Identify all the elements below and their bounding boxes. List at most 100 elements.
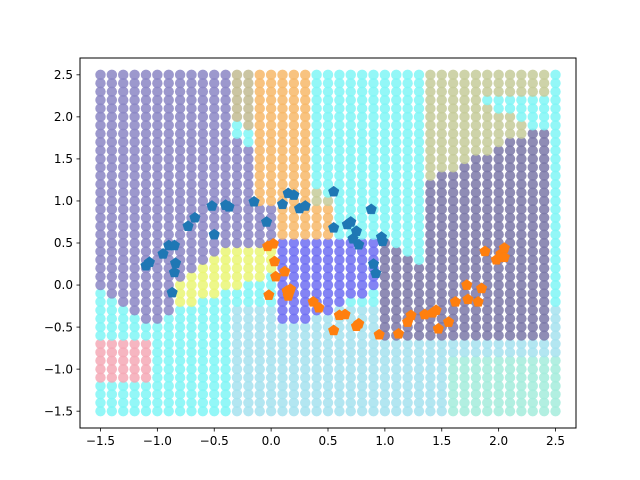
mesh-cell bbox=[243, 86, 254, 97]
mesh-cell bbox=[197, 136, 209, 148]
mesh-cell bbox=[311, 321, 322, 333]
mesh-cell bbox=[95, 347, 106, 358]
mesh-cell bbox=[277, 136, 288, 148]
mesh-cell bbox=[220, 128, 231, 139]
mesh-cell bbox=[277, 78, 288, 89]
mesh-cell bbox=[288, 111, 300, 123]
mesh-cell bbox=[527, 94, 538, 106]
mesh-cell bbox=[459, 271, 470, 282]
mesh-cell bbox=[322, 271, 334, 282]
mesh-cell bbox=[254, 103, 265, 114]
x-axis: −1.5 −1.0 −0.5 0.0 0.5 1.0 1.5 2.0 2.5 bbox=[86, 428, 565, 448]
mesh-cell bbox=[265, 389, 277, 400]
mesh-cell bbox=[265, 195, 277, 207]
mesh-cell bbox=[197, 220, 209, 232]
mesh-cell bbox=[493, 195, 504, 207]
mesh-cell bbox=[140, 405, 152, 417]
mesh-cell bbox=[152, 78, 163, 89]
mesh-cell bbox=[447, 237, 459, 249]
mesh-cell bbox=[550, 246, 561, 257]
mesh-cell bbox=[550, 120, 561, 131]
mesh-cell bbox=[243, 363, 254, 375]
data-point-series-2 bbox=[328, 324, 340, 336]
mesh-cell bbox=[550, 103, 561, 114]
mesh-cell bbox=[163, 128, 174, 139]
mesh-cell bbox=[447, 145, 459, 156]
mesh-cell bbox=[174, 120, 186, 131]
mesh-cell bbox=[447, 246, 459, 257]
mesh-cell bbox=[95, 321, 106, 333]
mesh-cell bbox=[482, 162, 493, 173]
mesh-cell bbox=[527, 128, 538, 139]
mesh-cell bbox=[186, 153, 197, 165]
mesh-cell bbox=[459, 330, 470, 341]
mesh-cell bbox=[163, 187, 174, 198]
mesh-cell bbox=[197, 271, 209, 282]
mesh-cell bbox=[504, 94, 516, 106]
mesh-cell bbox=[334, 271, 345, 282]
mesh-cell bbox=[493, 347, 504, 358]
mesh-cell bbox=[493, 397, 504, 408]
mesh-cell bbox=[129, 347, 140, 358]
mesh-cell bbox=[550, 355, 561, 366]
mesh-cell bbox=[265, 103, 277, 114]
mesh-cell bbox=[425, 94, 436, 106]
mesh-cell bbox=[447, 220, 459, 232]
mesh-cell bbox=[186, 128, 197, 139]
mesh-cell bbox=[197, 111, 209, 123]
mesh-cell bbox=[118, 187, 129, 198]
mesh-cell bbox=[277, 237, 288, 249]
mesh-cell bbox=[527, 296, 538, 308]
mesh-cell bbox=[493, 338, 504, 350]
mesh-cell bbox=[322, 128, 334, 139]
mesh-cell bbox=[243, 271, 254, 282]
mesh-cell bbox=[504, 279, 516, 291]
mesh-cell bbox=[447, 380, 459, 392]
mesh-cell bbox=[345, 288, 356, 299]
mesh-cell bbox=[197, 103, 209, 114]
mesh-cell bbox=[209, 254, 220, 266]
mesh-cell bbox=[459, 229, 470, 240]
mesh-cell bbox=[538, 120, 550, 131]
mesh-cell bbox=[254, 296, 265, 308]
mesh-cell bbox=[345, 111, 356, 123]
mesh-cell bbox=[300, 263, 311, 274]
mesh-cell bbox=[413, 69, 425, 81]
mesh-cell bbox=[550, 313, 561, 324]
mesh-cell bbox=[356, 355, 368, 366]
mesh-cell bbox=[447, 288, 459, 299]
mesh-cell bbox=[504, 204, 516, 215]
mesh-cell bbox=[482, 220, 493, 232]
mesh-cell bbox=[379, 162, 391, 173]
mesh-cell bbox=[402, 397, 413, 408]
mesh-cell bbox=[254, 128, 265, 139]
mesh-cell bbox=[334, 178, 345, 190]
mesh-cell bbox=[391, 263, 402, 274]
mesh-cell bbox=[186, 94, 197, 106]
mesh-cell bbox=[470, 321, 482, 333]
mesh-cell bbox=[231, 153, 243, 165]
mesh-cell bbox=[265, 363, 277, 375]
mesh-cell bbox=[425, 254, 436, 266]
mesh-cell bbox=[334, 94, 345, 106]
mesh-cell bbox=[300, 246, 311, 257]
mesh-cell bbox=[277, 305, 288, 316]
mesh-cell bbox=[379, 178, 391, 190]
mesh-cell bbox=[129, 363, 140, 375]
mesh-cell bbox=[527, 305, 538, 316]
mesh-cell bbox=[334, 103, 345, 114]
mesh-cell bbox=[391, 347, 402, 358]
mesh-cell bbox=[265, 178, 277, 190]
mesh-cell bbox=[538, 86, 550, 97]
mesh-cell bbox=[311, 220, 322, 232]
mesh-cell bbox=[254, 136, 265, 148]
mesh-cell bbox=[265, 338, 277, 350]
data-point-series-2 bbox=[279, 265, 291, 277]
mesh-cell bbox=[174, 347, 186, 358]
mesh-cell bbox=[550, 405, 561, 417]
mesh-cell bbox=[504, 229, 516, 240]
mesh-cell bbox=[538, 296, 550, 308]
y-tick-label: −1.0 bbox=[44, 362, 73, 376]
mesh-cell bbox=[447, 271, 459, 282]
mesh-cell bbox=[322, 305, 334, 316]
